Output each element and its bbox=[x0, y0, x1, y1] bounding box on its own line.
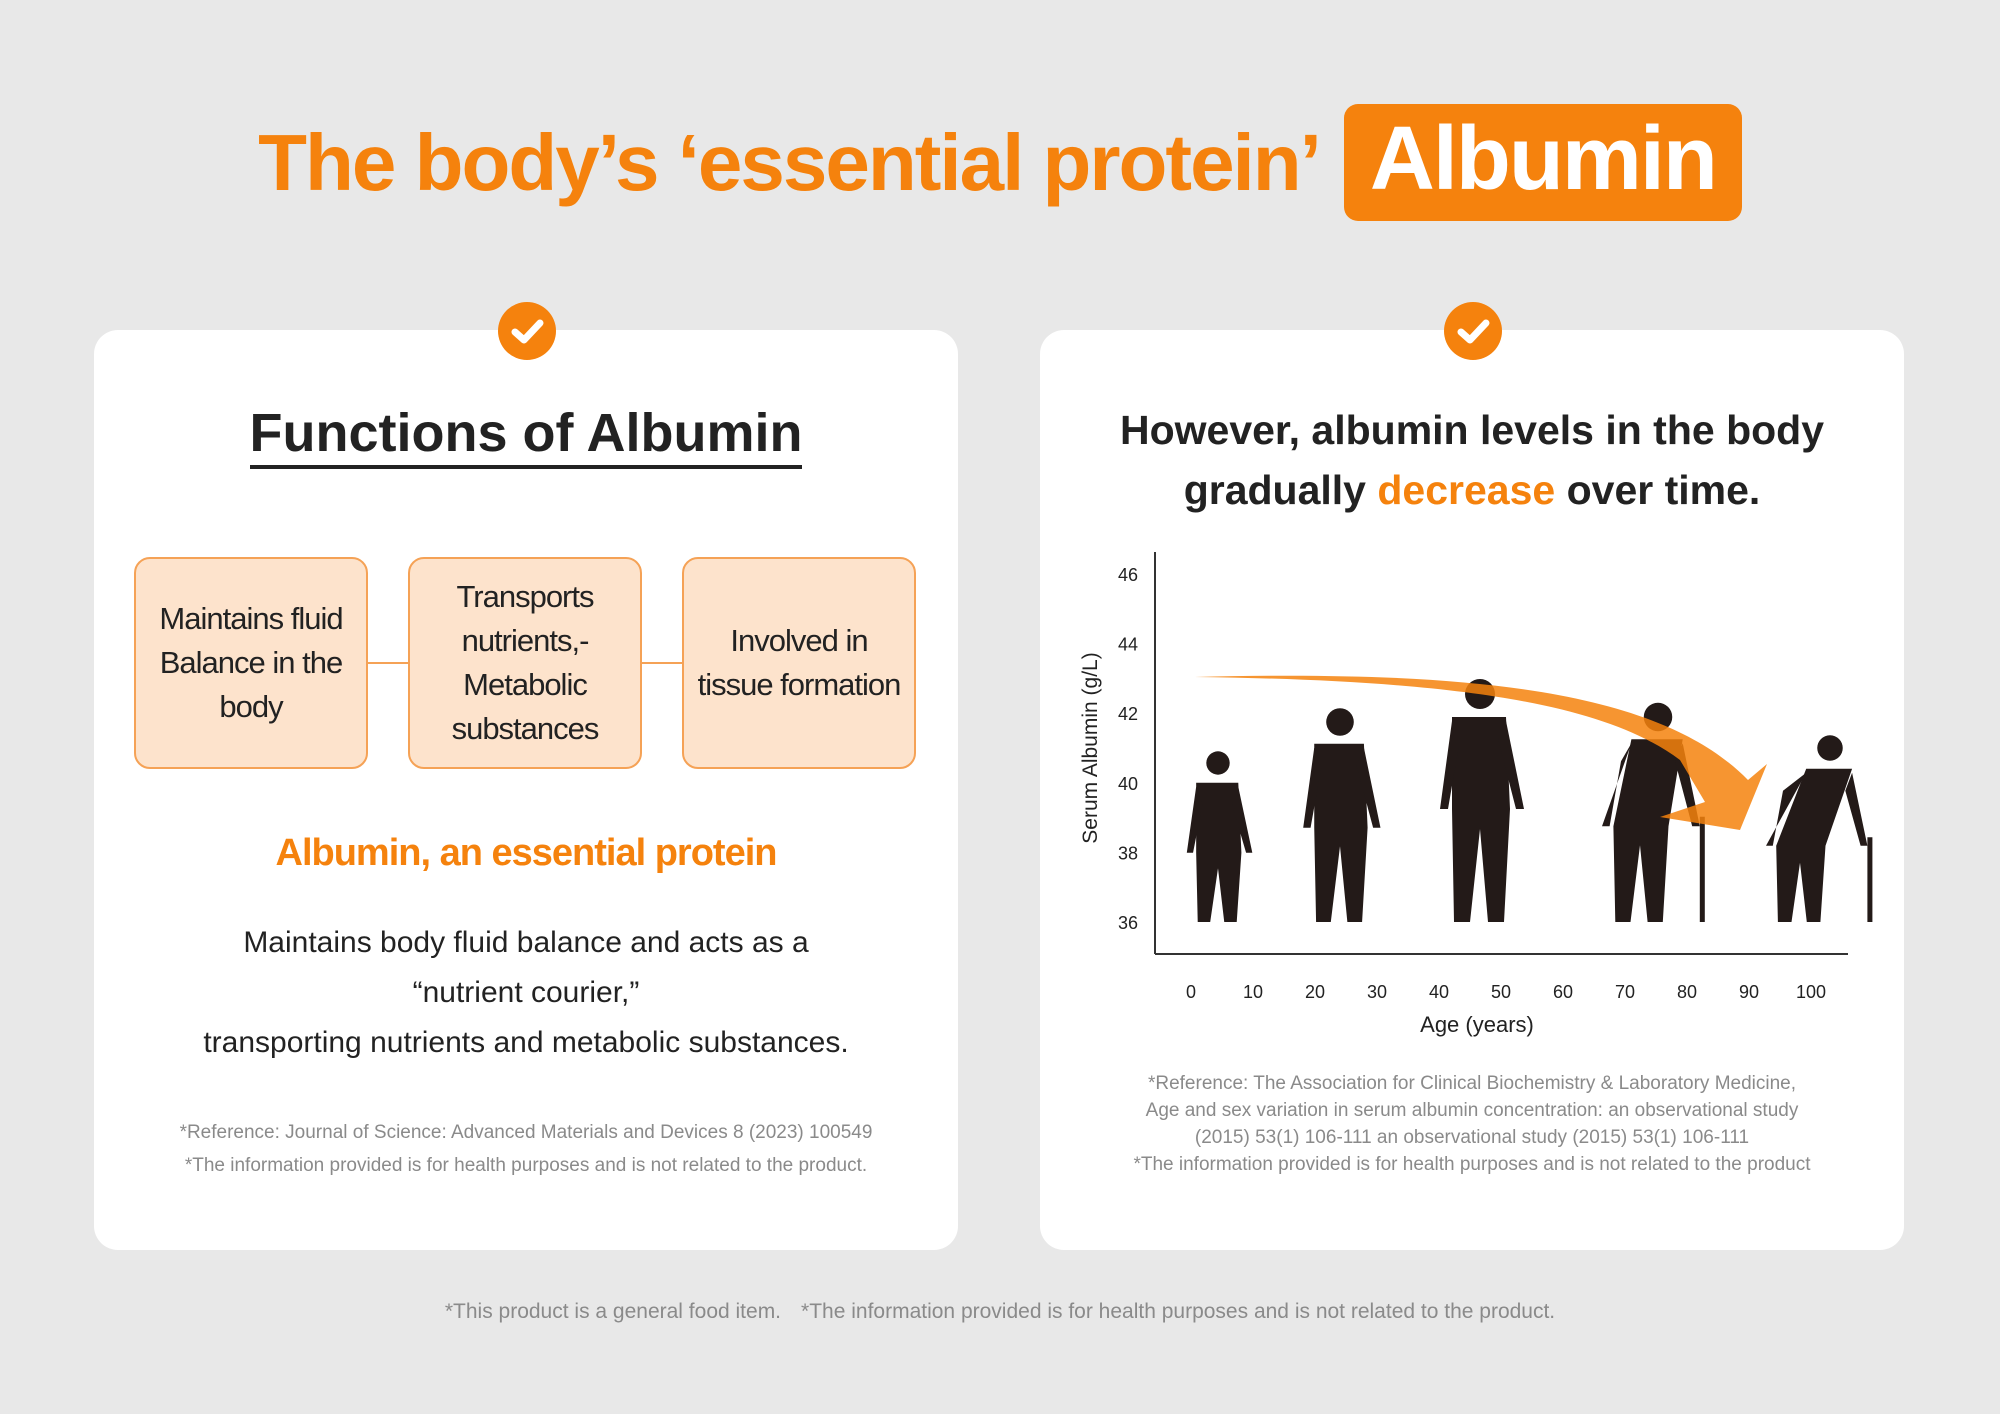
title-text: The body’s ‘essential protein’ bbox=[258, 117, 1322, 207]
references: *Reference: The Association for Clinical… bbox=[1133, 1073, 1811, 1175]
description: Maintains body fluid balance and acts as… bbox=[203, 926, 849, 1059]
y-tick-label: 40 bbox=[1118, 774, 1138, 794]
person-silhouette bbox=[1766, 735, 1873, 922]
x-tick-label: 0 bbox=[1186, 982, 1196, 1002]
connector bbox=[640, 662, 682, 664]
decline-arrow bbox=[1195, 675, 1767, 830]
y-tick-label: 36 bbox=[1118, 913, 1138, 933]
subheading: Albumin, an essential protein bbox=[275, 832, 778, 874]
functions-card: Functions of Albumin Maintains fluid Bal… bbox=[94, 302, 958, 1250]
function-boxes: Maintains fluid Balance in the body Tran… bbox=[134, 557, 918, 769]
person-silhouette bbox=[1303, 708, 1381, 922]
x-tick-label: 50 bbox=[1491, 982, 1511, 1002]
check-icon bbox=[1444, 302, 1502, 360]
y-tick-label: 42 bbox=[1118, 704, 1138, 724]
connector bbox=[366, 662, 408, 664]
function-box: Transports nutrients,- Metabolic substan… bbox=[408, 557, 642, 769]
check-icon bbox=[498, 302, 556, 360]
x-tick-label: 30 bbox=[1367, 982, 1387, 1002]
x-tick-label: 100 bbox=[1796, 982, 1826, 1002]
age-silhouettes bbox=[1186, 679, 1873, 922]
x-tick-label: 80 bbox=[1677, 982, 1697, 1002]
references: *Reference: Journal of Science: Advanced… bbox=[179, 1122, 873, 1176]
x-tick-label: 10 bbox=[1243, 982, 1263, 1002]
x-tick-label: 90 bbox=[1739, 982, 1759, 1002]
title-badge: Albumin bbox=[1343, 104, 1742, 221]
x-tick-label: 70 bbox=[1615, 982, 1635, 1002]
decline-heading: However, albumin levels in the body grad… bbox=[1119, 407, 1825, 513]
decline-card: However, albumin levels in the body grad… bbox=[1040, 302, 1904, 1250]
x-tick-label: 60 bbox=[1553, 982, 1573, 1002]
page-title: The body’s ‘essential protein’ Albumin bbox=[0, 104, 2000, 221]
y-tick-label: 46 bbox=[1118, 565, 1138, 585]
function-box: Involved in tissue formation bbox=[682, 557, 916, 769]
functions-heading: Functions of Albumin bbox=[94, 402, 958, 469]
y-tick-label: 44 bbox=[1118, 635, 1138, 655]
x-axis-label: Age (years) bbox=[1420, 1012, 1534, 1037]
y-tick-label: 38 bbox=[1118, 843, 1138, 863]
albumin-age-chart: 36 38 40 42 44 46 0 10 20 30 40 50 60 70 80 90 100 Age (… bbox=[1079, 552, 1873, 1037]
person-silhouette bbox=[1186, 751, 1253, 922]
x-tick-label: 20 bbox=[1305, 982, 1325, 1002]
function-box: Maintains fluid Balance in the body bbox=[134, 557, 368, 769]
footer: *This product is a general food item. *Th… bbox=[444, 1300, 1556, 1323]
person-silhouette bbox=[1440, 679, 1524, 922]
y-axis-label: Serum Albumin (g/L) bbox=[1079, 652, 1102, 843]
x-tick-label: 40 bbox=[1429, 982, 1449, 1002]
